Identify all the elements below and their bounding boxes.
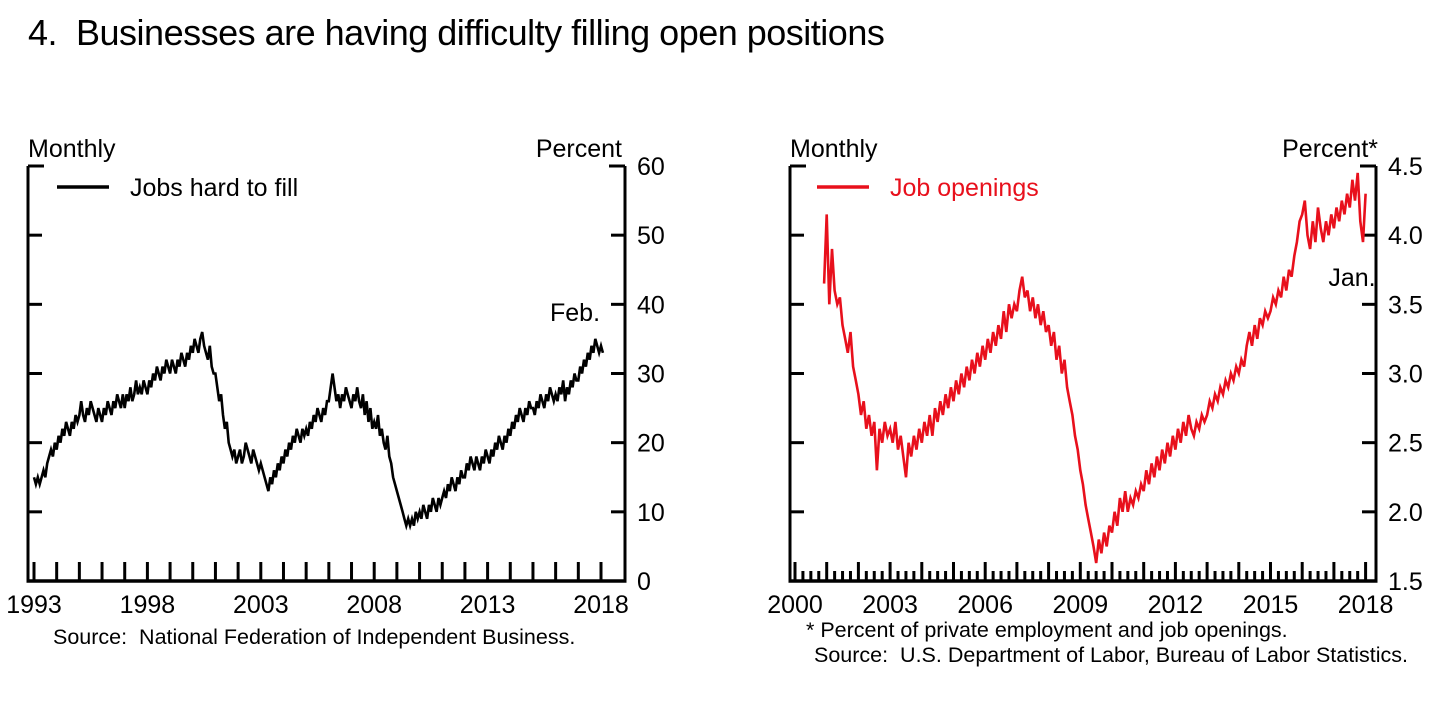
x-tick-label: 2012 bbox=[1148, 591, 1204, 619]
frequency-label: Monthly bbox=[790, 135, 878, 163]
y-tick-label: 50 bbox=[637, 222, 665, 250]
legend-label: Jobs hard to fill bbox=[130, 174, 298, 202]
series-line bbox=[32, 331, 605, 531]
x-tick-label: 1993 bbox=[6, 591, 62, 619]
y-tick-label: 3.5 bbox=[1388, 291, 1423, 319]
y-tick-label: 4.5 bbox=[1388, 153, 1423, 181]
y-tick-label: 3.0 bbox=[1388, 361, 1423, 389]
source-note: Source: National Federation of Independe… bbox=[53, 625, 575, 649]
last-point-annotation: Jan. bbox=[1328, 264, 1375, 292]
chart-jobs-hard-to-fill: Monthly Percent Jobs hard to fill Feb. S… bbox=[6, 135, 665, 649]
series-line bbox=[822, 172, 1367, 564]
y-tick-label: 0 bbox=[637, 568, 651, 596]
footnote: * Percent of private employment and job … bbox=[806, 618, 1288, 642]
y-tick-label: 20 bbox=[637, 430, 665, 458]
y-tick-label: 60 bbox=[637, 153, 665, 181]
y-tick-label: 2.5 bbox=[1388, 430, 1423, 458]
figure-title: 4. Businesses are having difficulty fill… bbox=[28, 12, 885, 53]
x-tick-label: 2009 bbox=[1052, 591, 1108, 619]
y-tick-label: 30 bbox=[637, 361, 665, 389]
source-note: Source: U.S. Department of Labor, Bureau… bbox=[814, 643, 1408, 667]
x-tick-label: 2018 bbox=[1338, 591, 1394, 619]
x-tick-label: 2013 bbox=[460, 591, 516, 619]
x-tick-label: 2015 bbox=[1243, 591, 1299, 619]
y-tick-label: 40 bbox=[637, 291, 665, 319]
y-tick-label: 10 bbox=[637, 499, 665, 527]
x-tick-label: 2000 bbox=[767, 591, 823, 619]
y-tick-label: 1.5 bbox=[1388, 568, 1423, 596]
x-tick-label: 2018 bbox=[573, 591, 629, 619]
y-tick-label: 2.0 bbox=[1388, 499, 1423, 527]
chart-job-openings: Monthly Percent* Job openings Jan. * Per… bbox=[767, 135, 1423, 667]
x-tick-label: 2006 bbox=[957, 591, 1013, 619]
unit-label: Percent bbox=[536, 135, 622, 163]
x-tick-label: 1998 bbox=[120, 591, 176, 619]
x-tick-label: 2003 bbox=[233, 591, 289, 619]
unit-label: Percent* bbox=[1282, 135, 1378, 163]
last-point-annotation: Feb. bbox=[550, 299, 600, 327]
legend-label: Job openings bbox=[890, 174, 1039, 202]
x-tick-label: 2003 bbox=[862, 591, 918, 619]
y-tick-label: 4.0 bbox=[1388, 222, 1423, 250]
frequency-label: Monthly bbox=[28, 135, 116, 163]
x-tick-label: 2008 bbox=[346, 591, 402, 619]
